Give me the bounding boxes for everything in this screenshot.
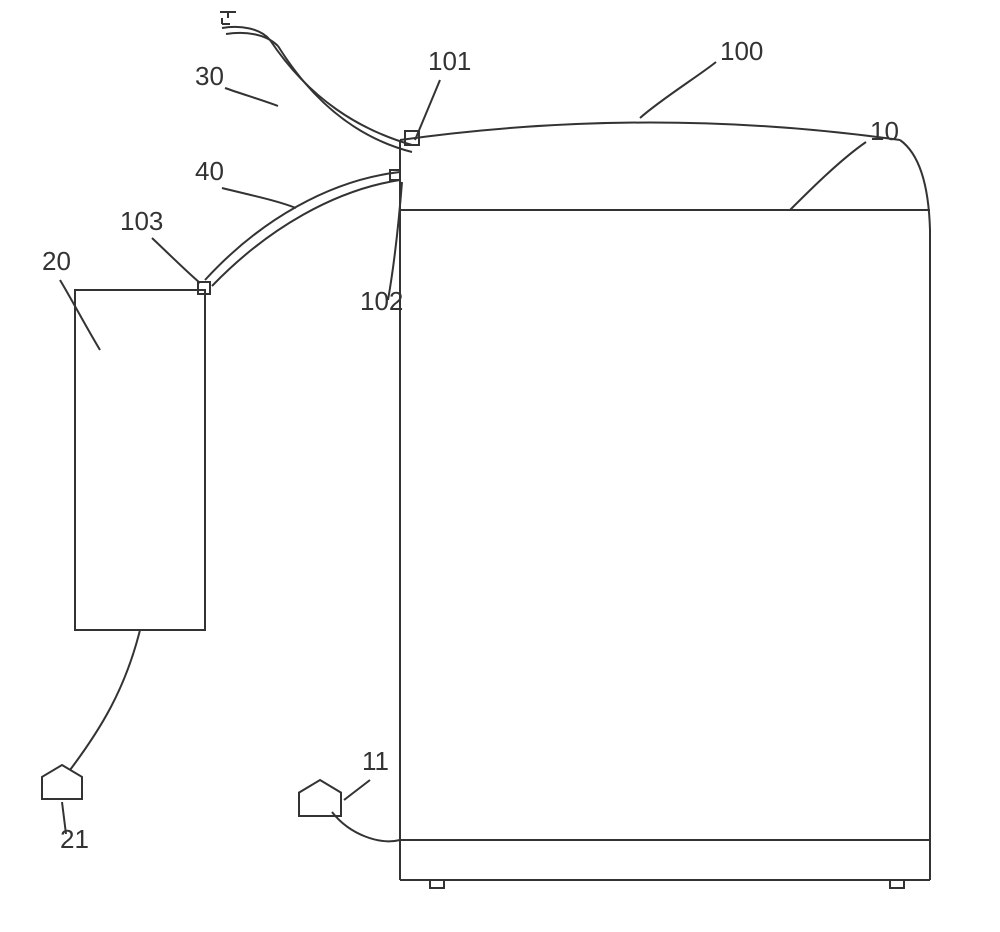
label-11: 11 [362,746,389,776]
patent-diagram: 100 10 101 30 40 103 102 20 11 21 [0,0,1000,932]
label-21: 21 [60,824,89,854]
faucet-head-bot [226,33,278,46]
label-40: 40 [195,156,224,186]
foot-right [890,880,904,888]
label-10: 10 [870,116,899,146]
cord-11 [332,812,400,841]
leader-103 [152,238,200,283]
leader-10 [790,142,866,210]
plug-21-body [42,765,82,799]
leader-40 [222,188,296,208]
lid-top-arc [400,123,900,141]
leader-11 [344,780,370,800]
pipe-30-outer [270,40,412,145]
pipe-30-inner [278,46,412,152]
foot-left [430,880,444,888]
cord-21 [70,630,140,770]
plug-11-body [299,780,341,816]
label-100: 100 [720,36,763,66]
label-20: 20 [42,246,71,276]
label-30: 30 [195,61,224,91]
label-102: 102 [360,286,403,316]
label-103: 103 [120,206,163,236]
leader-100 [640,62,716,118]
leader-30 [225,88,278,106]
pipe-40-inner [212,180,400,286]
lid-right-corner [900,140,930,230]
label-101: 101 [428,46,471,76]
leader-101 [415,80,440,140]
